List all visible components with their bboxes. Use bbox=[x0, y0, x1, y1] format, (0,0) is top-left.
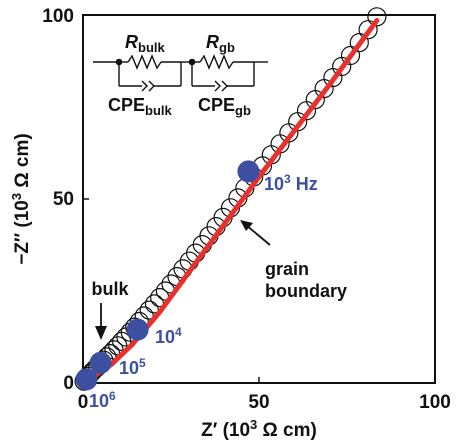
circuit-label-r-gb: Rgb bbox=[206, 32, 235, 55]
frequency-point-3 bbox=[237, 160, 260, 183]
grain-boundary-arrow bbox=[240, 220, 271, 246]
x-axis-label: Z′ (103 Ω cm) bbox=[201, 417, 317, 441]
y-axis-label: −Z″ (103 Ω cm) bbox=[9, 133, 33, 264]
x-tick-label-100: 100 bbox=[419, 392, 451, 413]
data-point-open-48 bbox=[358, 20, 378, 40]
circuit-label-r-bulk: Rbulk bbox=[125, 32, 165, 55]
x-tick-label-0: 0 bbox=[78, 392, 89, 413]
data-point-open-46 bbox=[340, 45, 361, 66]
equivalent-circuit bbox=[93, 54, 268, 92]
data-point-open-49 bbox=[367, 7, 387, 27]
frequency-point-1 bbox=[89, 351, 112, 374]
freq-label-1e6: 106 bbox=[89, 389, 116, 411]
grain-boundary-annotation: grain boundary bbox=[265, 259, 347, 301]
y-tick-label-0: 0 bbox=[63, 373, 74, 394]
freq-label-1e5: 105 bbox=[119, 356, 146, 378]
freq-label-1e4: 104 bbox=[155, 325, 182, 347]
frequency-marker-series bbox=[75, 160, 260, 391]
data-point-open-47 bbox=[349, 32, 369, 53]
y-tick-label-100: 100 bbox=[42, 6, 74, 27]
frequency-point-2 bbox=[126, 318, 149, 341]
freq-label-1e3: 103 Hz bbox=[264, 172, 318, 194]
x-tick-label-50: 50 bbox=[248, 392, 269, 413]
frequency-point-0 bbox=[75, 368, 98, 391]
bulk-arrow bbox=[95, 303, 107, 340]
bulk-annotation: bulk bbox=[91, 279, 129, 299]
circuit-label-cpe-bulk: CPEbulk bbox=[108, 95, 173, 118]
circuit-label-cpe-gb: CPEgb bbox=[198, 95, 251, 118]
y-tick-label-50: 50 bbox=[53, 189, 74, 210]
